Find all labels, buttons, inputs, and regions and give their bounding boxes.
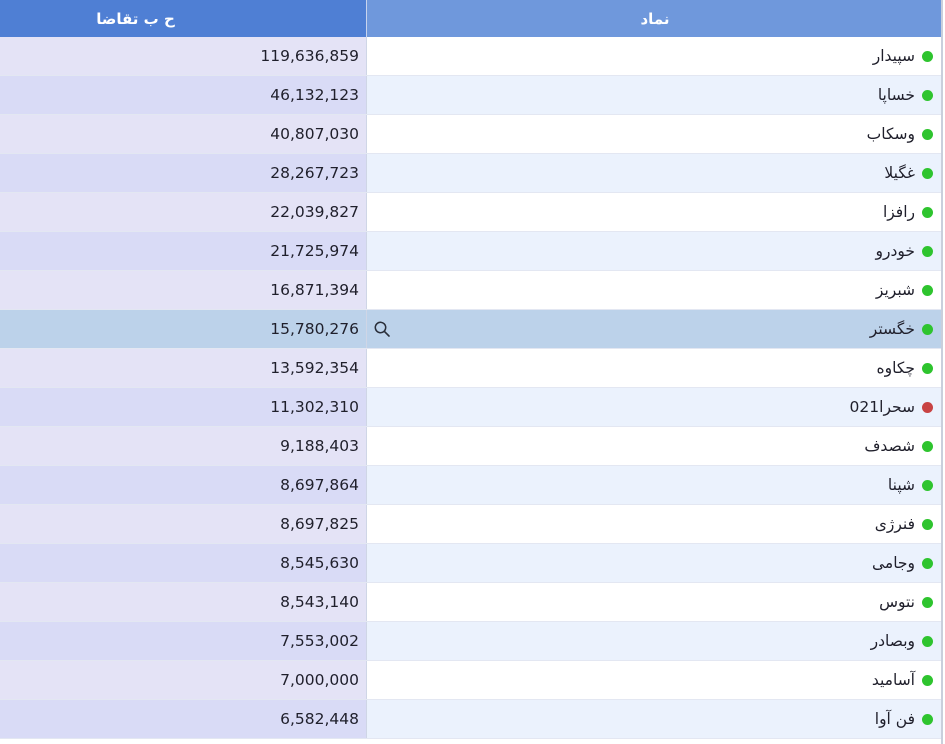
symbol-label: فنرژی [874,515,915,533]
symbol-label: خساپا [877,86,915,104]
symbol-cell[interactable]: شصدف [367,427,943,465]
table-row[interactable]: 8,545,630 وجامی [0,544,943,583]
table-row[interactable]: 16,871,394 شبریز [0,271,943,310]
demand-cell: 15,780,276 [0,310,367,348]
demand-cell: 8,697,825 [0,505,367,543]
symbol-label: وجامی [871,554,915,572]
status-dot-icon [922,245,933,257]
demand-cell: 7,553,002 [0,622,367,660]
status-dot-icon [922,557,933,569]
symbol-label: خگستر [869,320,915,338]
symbol-cell[interactable]: وسکاب [367,115,943,153]
status-dot-icon [922,713,933,725]
symbol-label: خودرو [875,242,915,260]
status-dot-icon [922,440,933,452]
symbol-label: آسامید [871,671,915,689]
table-row[interactable]: 40,807,030 وسکاب [0,115,943,154]
demand-cell: 16,871,394 [0,271,367,309]
symbol-cell[interactable]: فن آوا [367,700,943,738]
search-icon[interactable] [373,320,391,338]
table-row[interactable]: 22,039,827 رافزا [0,193,943,232]
table-row[interactable]: 28,267,723 غگیلا [0,154,943,193]
symbol-cell[interactable]: شبریز [367,271,943,309]
symbol-label: شصدف [864,437,915,455]
status-dot-icon [922,89,933,101]
symbol-cell[interactable]: شپنا [367,466,943,504]
table-row[interactable]: 7,553,002 وبصادر [0,622,943,661]
symbol-cell[interactable]: چکاوه [367,349,943,387]
demand-cell: 6,582,448 [0,700,367,738]
column-header-demand-label: ح ب تقاضا [96,9,175,28]
table-row[interactable]: 8,543,140 نتوس [0,583,943,622]
symbol-cell[interactable]: فنرژی [367,505,943,543]
symbol-cell[interactable]: وجامی [367,544,943,582]
table-row[interactable]: 9,188,403 شصدف [0,427,943,466]
demand-cell: 46,132,123 [0,76,367,114]
demand-cell: 8,543,140 [0,583,367,621]
table-header: ح ب تقاضا نماد [0,0,943,37]
status-dot-icon [922,206,933,218]
status-dot-icon [922,323,933,335]
symbol-cell[interactable]: غگیلا [367,154,943,192]
status-dot-icon [922,167,933,179]
table-row[interactable]: 119,636,859 سپیدار [0,37,943,76]
status-dot-icon [922,128,933,140]
table-row[interactable]: 6,582,448 فن آوا [0,700,943,739]
table-row[interactable]: 8,697,825 فنرژی [0,505,943,544]
status-dot-icon [922,635,933,647]
table-row[interactable]: 7,000,000 آسامید [0,661,943,700]
symbol-cell[interactable]: سپیدار [367,37,943,75]
status-dot-icon [922,401,933,413]
symbol-cell[interactable]: خگستر [367,310,943,348]
status-dot-icon [922,50,933,62]
symbol-label: رافزا [882,203,915,221]
demand-cell: 7,000,000 [0,661,367,699]
table-row[interactable]: 13,592,354 چکاوه [0,349,943,388]
symbol-cell[interactable]: رافزا [367,193,943,231]
demand-cell: 21,725,974 [0,232,367,270]
symbol-label: غگیلا [884,164,915,182]
status-dot-icon [922,674,933,686]
symbol-label: شپنا [887,476,915,494]
table-row[interactable]: 15,780,276 خگستر [0,310,943,349]
demand-cell: 28,267,723 [0,154,367,192]
symbol-label: نتوس [879,593,915,611]
symbol-cell[interactable]: سحرا021 [367,388,943,426]
symbol-label: فن آوا [874,710,915,728]
status-dot-icon [922,284,933,296]
symbol-cell[interactable]: وبصادر [367,622,943,660]
column-header-symbol[interactable]: نماد [367,0,943,37]
table-row[interactable]: 46,132,123 خساپا [0,76,943,115]
status-dot-icon [922,518,933,530]
status-dot-icon [922,479,933,491]
table-row[interactable]: 11,302,310 سحرا021 [0,388,943,427]
column-header-demand[interactable]: ح ب تقاضا [0,0,367,37]
demand-cell: 9,188,403 [0,427,367,465]
symbol-label: سپیدار [872,47,915,65]
demand-cell: 8,697,864 [0,466,367,504]
symbol-label: وبصادر [870,632,915,650]
status-dot-icon [922,362,933,374]
symbol-cell[interactable]: خودرو [367,232,943,270]
status-dot-icon [922,596,933,608]
symbol-cell[interactable]: آسامید [367,661,943,699]
table-row[interactable]: 8,697,864 شپنا [0,466,943,505]
demand-cell: 8,545,630 [0,544,367,582]
table-row[interactable]: 21,725,974 خودرو [0,232,943,271]
demand-cell: 11,302,310 [0,388,367,426]
table-body: 119,636,859 سپیدار 46,132,123 خساپا 40,807,0… [0,37,943,739]
scrollbar-edge [941,0,943,744]
symbol-label: چکاوه [876,359,915,377]
demand-cell: 119,636,859 [0,37,367,75]
column-header-symbol-label: نماد [640,9,670,28]
demand-cell: 13,592,354 [0,349,367,387]
demand-cell: 22,039,827 [0,193,367,231]
symbol-label: وسکاب [866,125,915,143]
symbol-label: سحرا021 [849,398,915,416]
symbol-label: شبریز [875,281,915,299]
symbol-cell[interactable]: نتوس [367,583,943,621]
symbol-cell[interactable]: خساپا [367,76,943,114]
demand-cell: 40,807,030 [0,115,367,153]
